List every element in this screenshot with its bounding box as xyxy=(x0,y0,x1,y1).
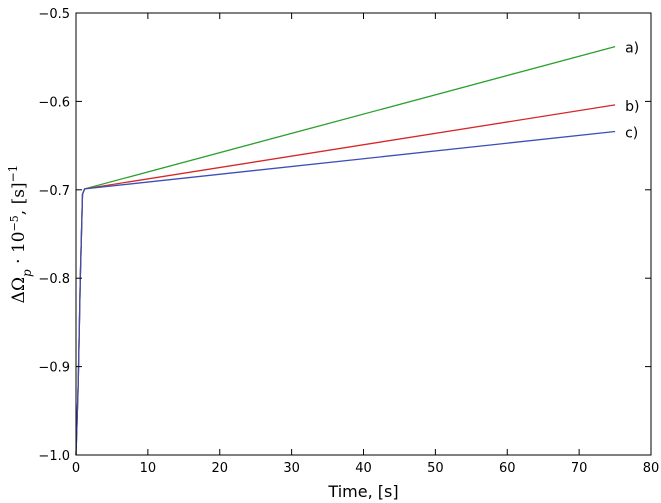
x-tick-label: 20 xyxy=(211,461,228,476)
y-axis-label: ΔΩp · 10−5, [s]−1 xyxy=(6,165,34,304)
series-line-1 xyxy=(75,45,616,456)
axis-ticks xyxy=(75,12,652,456)
series-label-1: a) xyxy=(625,41,639,57)
y-tick-label: −0.9 xyxy=(38,361,70,376)
y-axis-label-exponent: −5 xyxy=(8,215,21,231)
x-tick-label: 0 xyxy=(72,461,80,476)
x-tick-label: 40 xyxy=(355,461,372,476)
y-axis-label-mid: · 10 xyxy=(9,231,29,269)
series-label-2: b) xyxy=(625,99,639,115)
x-tick-label: 30 xyxy=(283,461,300,476)
y-tick-label: −0.5 xyxy=(38,7,70,22)
plot-frame xyxy=(75,12,652,456)
x-tick-label: 10 xyxy=(140,461,157,476)
y-axis-label-main: ΔΩ xyxy=(9,277,29,303)
y-tick-label: −1.0 xyxy=(38,449,70,464)
chart-marks xyxy=(75,45,616,456)
series-line-2 xyxy=(75,104,616,456)
y-axis-label-unit-exponent: −1 xyxy=(6,165,20,183)
chart-labels: 0 10 20 30 40 50 60 70 80 −1.0 −0.9 −0.8 −0.7 −0.6 −0.… xyxy=(38,7,659,476)
x-tick-label: 70 xyxy=(571,461,588,476)
x-tick-label: 60 xyxy=(499,461,516,476)
x-tick-label: 50 xyxy=(427,461,444,476)
x-axis-label: Time, [s] xyxy=(327,482,398,501)
y-tick-label: −0.7 xyxy=(38,184,70,199)
y-tick-label: −0.6 xyxy=(38,95,70,110)
series-label-3: c) xyxy=(625,125,638,141)
y-axis-label-unit: , [s] xyxy=(9,182,29,215)
y-axis-label-subscript: p xyxy=(20,269,34,277)
y-tick-label: −0.8 xyxy=(38,272,70,287)
x-tick-label: 80 xyxy=(643,461,660,476)
series-line-3 xyxy=(75,130,616,456)
